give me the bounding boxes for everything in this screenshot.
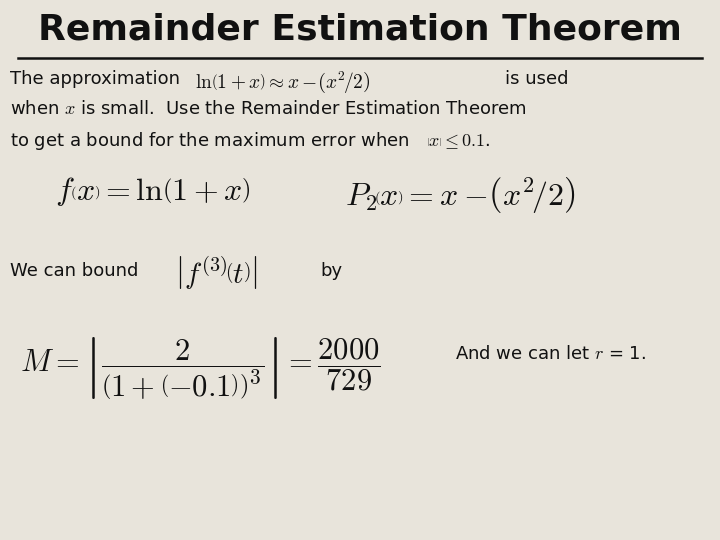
Text: is used: is used [505,70,569,88]
Text: We can bound: We can bound [10,262,138,280]
Text: $f\left(x\right)=\ln\!\left(1+x\right)$: $f\left(x\right)=\ln\!\left(1+x\right)$ [55,175,251,208]
Text: $M=\left|\dfrac{2}{\left(1+\left(-0.1\right)\right)^3}\right|=\dfrac{2000}{729}$: $M=\left|\dfrac{2}{\left(1+\left(-0.1\ri… [20,335,381,401]
Text: $\left|f^{(3)}\!\left(t\right)\right|$: $\left|f^{(3)}\!\left(t\right)\right|$ [175,254,258,291]
Text: by: by [320,262,342,280]
Text: Remainder Estimation Theorem: Remainder Estimation Theorem [38,12,682,46]
Text: $P_2\!\left(x\right)=x-\!\left(x^2\!/2\right)$: $P_2\!\left(x\right)=x-\!\left(x^2\!/2\r… [345,175,575,215]
Text: $\ln\!\left(1+x\right)\approx x-\!\left(x^2\!/2\right)$: $\ln\!\left(1+x\right)\approx x-\!\left(… [195,70,371,96]
Text: And we can let $r$ = 1.: And we can let $r$ = 1. [455,345,646,363]
Text: to get a bound for the maximum error when   $\left|x\right|\leq 0.1$.: to get a bound for the maximum error whe… [10,130,490,152]
Text: when $x$ is small.  Use the Remainder Estimation Theorem: when $x$ is small. Use the Remainder Est… [10,100,527,118]
Text: The approximation: The approximation [10,70,180,88]
